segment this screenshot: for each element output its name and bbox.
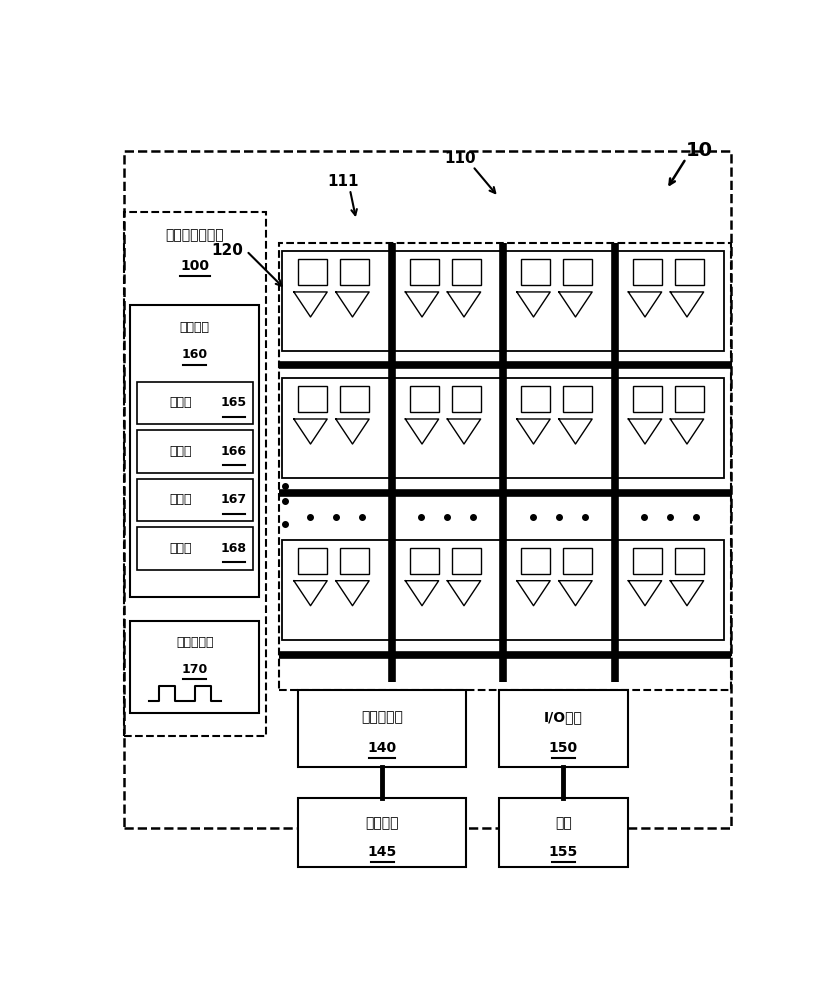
Text: 155: 155 [549,844,578,858]
Polygon shape [517,419,550,444]
Bar [137,479,253,521]
Text: 165: 165 [220,396,247,409]
Bar [394,378,501,478]
Bar [563,259,592,285]
Bar [282,540,389,640]
Bar [340,548,369,574]
Text: 166: 166 [220,445,247,458]
Bar [340,386,369,412]
Text: 控制单元: 控制单元 [180,321,209,334]
Bar [616,251,724,351]
Bar [563,548,592,574]
Bar [633,548,661,574]
Bar [282,251,389,351]
Polygon shape [628,581,661,606]
Bar [521,259,550,285]
Polygon shape [628,419,661,444]
Text: I/O接口: I/O接口 [544,710,583,724]
Bar [675,259,704,285]
Bar [505,540,613,640]
Bar [505,378,613,478]
Bar [675,386,704,412]
Polygon shape [447,292,480,317]
Bar [279,243,731,690]
Polygon shape [559,419,592,444]
Bar [633,386,661,412]
Bar [123,212,266,736]
Bar [409,259,439,285]
Polygon shape [559,292,592,317]
Bar [675,548,704,574]
Polygon shape [336,581,369,606]
Bar [633,259,661,285]
Polygon shape [559,581,592,606]
Bar [409,548,439,574]
Text: 基于块的处理器: 基于块的处理器 [165,229,224,242]
Bar [521,548,550,574]
Bar [409,386,439,412]
Bar [130,305,259,597]
Bar [616,378,724,478]
Bar [616,540,724,640]
Polygon shape [405,581,439,606]
Polygon shape [405,419,439,444]
Text: 170: 170 [182,663,208,676]
Bar [298,548,327,574]
Text: 10: 10 [686,141,712,160]
Polygon shape [628,292,661,317]
Text: 150: 150 [549,741,578,755]
Bar [298,690,466,767]
Bar [394,540,501,640]
Bar [451,386,480,412]
Text: 140: 140 [368,741,397,755]
Polygon shape [294,419,327,444]
Text: 100: 100 [180,259,209,273]
Polygon shape [671,419,704,444]
Polygon shape [517,292,550,317]
Polygon shape [671,292,704,317]
Bar [394,251,501,351]
Bar [451,548,480,574]
Polygon shape [447,581,480,606]
Bar [499,798,628,867]
Text: 145: 145 [368,844,397,858]
Bar [130,620,259,713]
Bar [298,386,327,412]
Text: 111: 111 [328,174,359,189]
Text: 120: 120 [211,243,243,258]
Text: 调度器: 调度器 [168,445,191,458]
Bar [123,151,731,828]
Text: 部件: 部件 [555,816,571,830]
Polygon shape [517,581,550,606]
Text: 时钟发生器: 时钟发生器 [176,636,214,649]
Bar [521,386,550,412]
Text: 168: 168 [220,542,247,555]
Text: 调度器: 调度器 [168,493,191,506]
Bar [282,378,389,478]
Bar [298,798,466,867]
Text: 存储器接口: 存储器接口 [361,710,403,724]
Text: 160: 160 [182,348,208,361]
Bar [451,259,480,285]
Bar [137,430,253,473]
Bar [137,382,253,424]
Text: 调度器: 调度器 [168,396,191,409]
Bar [298,259,327,285]
Polygon shape [294,292,327,317]
Text: 主存储器: 主存储器 [365,816,399,830]
Polygon shape [405,292,439,317]
Bar [137,527,253,570]
Polygon shape [336,419,369,444]
Text: 167: 167 [220,493,247,506]
Bar [563,386,592,412]
Bar [340,259,369,285]
Text: 调度器: 调度器 [168,542,191,555]
Polygon shape [447,419,480,444]
Bar [505,251,613,351]
Polygon shape [294,581,327,606]
Polygon shape [671,581,704,606]
Text: 110: 110 [444,151,475,166]
Bar [499,690,628,767]
Polygon shape [336,292,369,317]
